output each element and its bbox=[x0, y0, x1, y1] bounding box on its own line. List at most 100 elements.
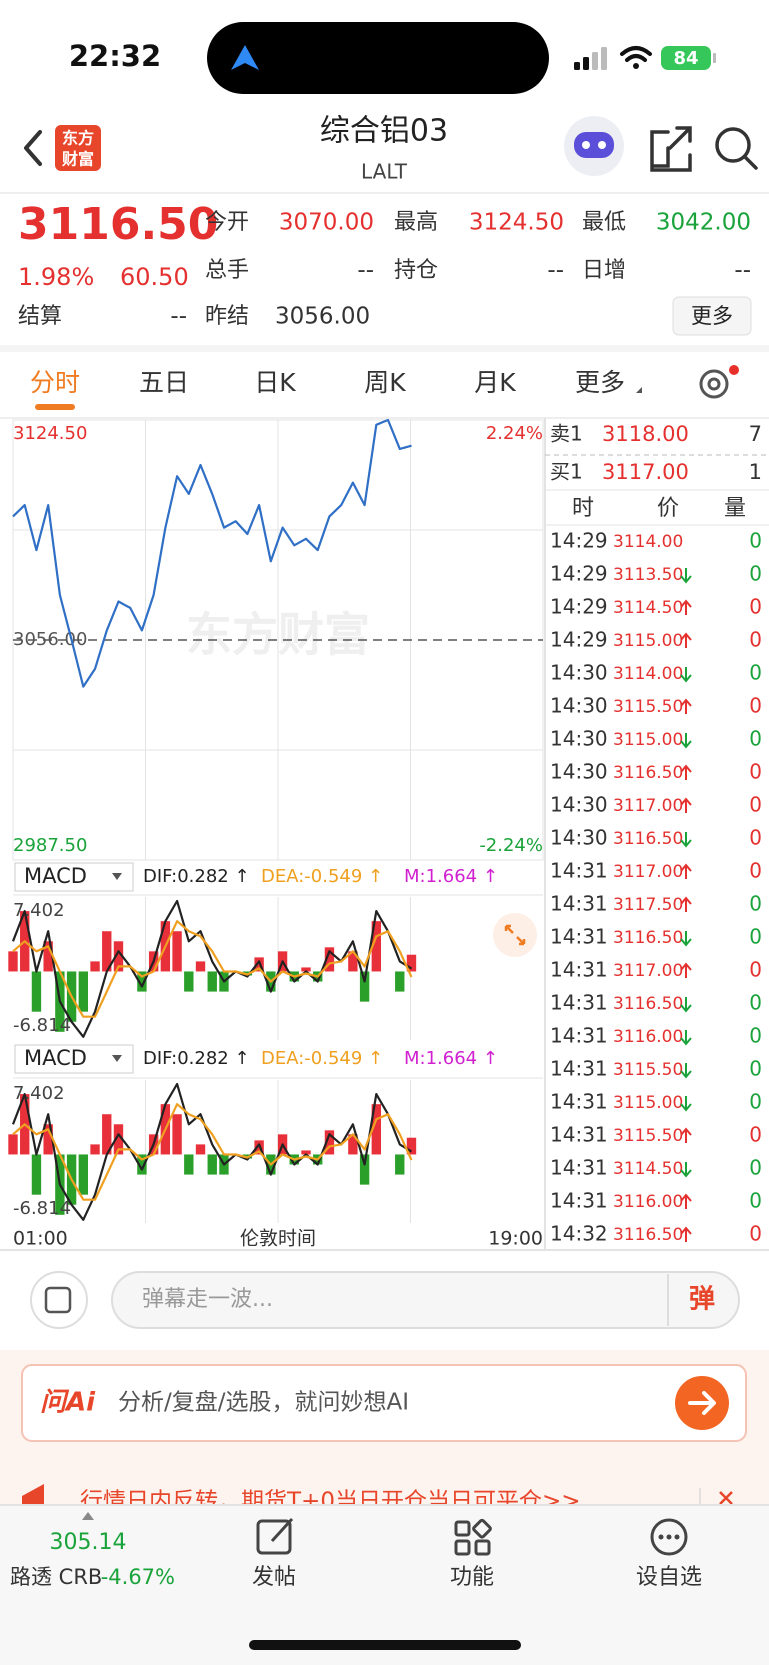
histogram-bar bbox=[8, 951, 18, 972]
trade-time: 14:30 bbox=[550, 826, 608, 850]
trade-volume: 0 bbox=[749, 628, 762, 652]
y2-tick-label: 2.24% bbox=[486, 423, 543, 444]
histogram-bar bbox=[113, 1124, 124, 1155]
trade-price: 3114.00 bbox=[613, 664, 683, 684]
histogram-bar bbox=[78, 1154, 89, 1195]
trade-arrow bbox=[680, 1127, 692, 1143]
tab[interactable]: 五日 bbox=[139, 368, 189, 397]
indicator-selector[interactable] bbox=[14, 1044, 134, 1074]
field-label: 最低 bbox=[582, 210, 626, 235]
tab[interactable]: 月K bbox=[474, 368, 516, 397]
trade-arrow bbox=[680, 667, 692, 683]
y-tick-label: 3056.00 bbox=[13, 629, 87, 650]
trade-time: 14:30 bbox=[550, 760, 608, 784]
field-value: 3042.00 bbox=[656, 210, 751, 236]
banner-close[interactable] bbox=[719, 1491, 733, 1505]
trade-time: 14:30 bbox=[550, 793, 608, 817]
trade-time: 14:31 bbox=[550, 958, 608, 982]
ai-input[interactable] bbox=[21, 1364, 747, 1442]
dea-line bbox=[12, 1103, 413, 1201]
trade-arrow bbox=[680, 1030, 692, 1046]
y-tick-label: 2987.50 bbox=[13, 835, 87, 856]
trade-arrow bbox=[680, 797, 692, 813]
field-value: -- bbox=[357, 258, 374, 284]
trade-volume: 0 bbox=[749, 892, 762, 916]
section-gap bbox=[0, 345, 769, 352]
danmaku-settings[interactable] bbox=[30, 1271, 88, 1329]
trade-price: 3116.00 bbox=[613, 1192, 683, 1212]
m-label: M:1.664 ↑ bbox=[404, 1048, 498, 1069]
nav-item[interactable]: 发帖 bbox=[252, 1565, 296, 1590]
trade-volume: 0 bbox=[749, 529, 762, 553]
last-price: 3116.50 bbox=[18, 199, 218, 250]
field-value: -- bbox=[547, 258, 564, 284]
histogram-bar bbox=[359, 1154, 370, 1185]
dif-label: DIF:0.282 ↑ bbox=[143, 866, 250, 887]
expand-button[interactable] bbox=[493, 913, 537, 957]
histogram-bar bbox=[102, 1114, 112, 1155]
tab[interactable]: 更多 bbox=[575, 368, 625, 397]
more-button[interactable] bbox=[672, 296, 752, 336]
histogram-bar bbox=[43, 1124, 53, 1155]
trade-price: 3115.50 bbox=[613, 1126, 683, 1146]
y-tick-label: 7.402 bbox=[13, 900, 65, 921]
app-logo bbox=[55, 125, 101, 171]
trade-time: 14:31 bbox=[550, 859, 608, 883]
nav-item[interactable]: 功能 bbox=[450, 1565, 494, 1590]
histogram-bar bbox=[371, 1104, 382, 1155]
trade-price: 3114.50 bbox=[613, 1159, 683, 1179]
expand-caret bbox=[82, 1512, 94, 1520]
trade-arrow bbox=[680, 733, 692, 749]
tab[interactable]: 日K bbox=[254, 368, 296, 397]
trade-volume: 0 bbox=[749, 562, 762, 586]
trade-price: 3114.00 bbox=[613, 532, 683, 552]
settings-button[interactable] bbox=[699, 369, 729, 399]
trade-time: 14:29 bbox=[550, 562, 608, 586]
indicator-selector[interactable] bbox=[14, 862, 134, 892]
battery-cap bbox=[713, 53, 716, 63]
back-button[interactable] bbox=[24, 130, 42, 166]
trade-volume: 0 bbox=[749, 1156, 762, 1180]
trade-price: 3116.50 bbox=[613, 829, 683, 849]
trades-header: 量 bbox=[724, 496, 746, 521]
post-icon bbox=[256, 1517, 294, 1555]
histogram-bar bbox=[207, 1154, 217, 1175]
histogram-bar bbox=[301, 967, 311, 972]
indicator-name: MACD bbox=[24, 1046, 87, 1070]
trade-arrow bbox=[680, 764, 692, 780]
share-button[interactable] bbox=[650, 126, 692, 172]
trade-arrow bbox=[680, 962, 692, 978]
book-label: 买1 bbox=[550, 460, 583, 484]
trade-arrow bbox=[680, 931, 692, 947]
field-label: 持仓 bbox=[394, 258, 438, 283]
trade-time: 14:32 bbox=[550, 1222, 608, 1246]
function-icon bbox=[454, 1518, 492, 1556]
book-label: 卖1 bbox=[550, 422, 583, 446]
dea-line bbox=[12, 920, 413, 1018]
bottom-nav bbox=[0, 1505, 769, 1665]
logo-text: 东方 bbox=[62, 129, 94, 148]
trade-price: 3117.00 bbox=[613, 961, 683, 981]
histogram-bar bbox=[31, 1154, 42, 1195]
danmaku-button[interactable]: 弹 bbox=[689, 1285, 715, 1315]
change-percent: 1.98% bbox=[18, 263, 94, 291]
danmaku-input[interactable] bbox=[111, 1271, 740, 1329]
trade-volume: 0 bbox=[749, 1189, 762, 1213]
tab[interactable]: 分时 bbox=[30, 368, 80, 397]
trade-price: 3117.50 bbox=[613, 895, 683, 915]
search-button[interactable] bbox=[715, 127, 758, 170]
dif-label: DIF:0.282 ↑ bbox=[143, 1048, 250, 1069]
tab[interactable]: 周K bbox=[364, 368, 406, 397]
trade-time: 14:31 bbox=[550, 991, 608, 1015]
trade-time: 14:29 bbox=[550, 529, 608, 553]
x-axis-title: 伦敦时间 bbox=[240, 1228, 316, 1250]
ai-brand: 问Ai bbox=[40, 1388, 96, 1418]
histogram-bar bbox=[406, 1137, 417, 1155]
trade-arrow bbox=[680, 1193, 692, 1209]
trade-volume: 0 bbox=[749, 1123, 762, 1147]
m-label: M:1.664 ↑ bbox=[404, 866, 498, 887]
trade-price: 3117.00 bbox=[613, 796, 683, 816]
histogram-bar bbox=[184, 971, 194, 992]
nav-item[interactable]: 设自选 bbox=[636, 1565, 702, 1590]
field-label: 昨结 bbox=[205, 304, 249, 329]
